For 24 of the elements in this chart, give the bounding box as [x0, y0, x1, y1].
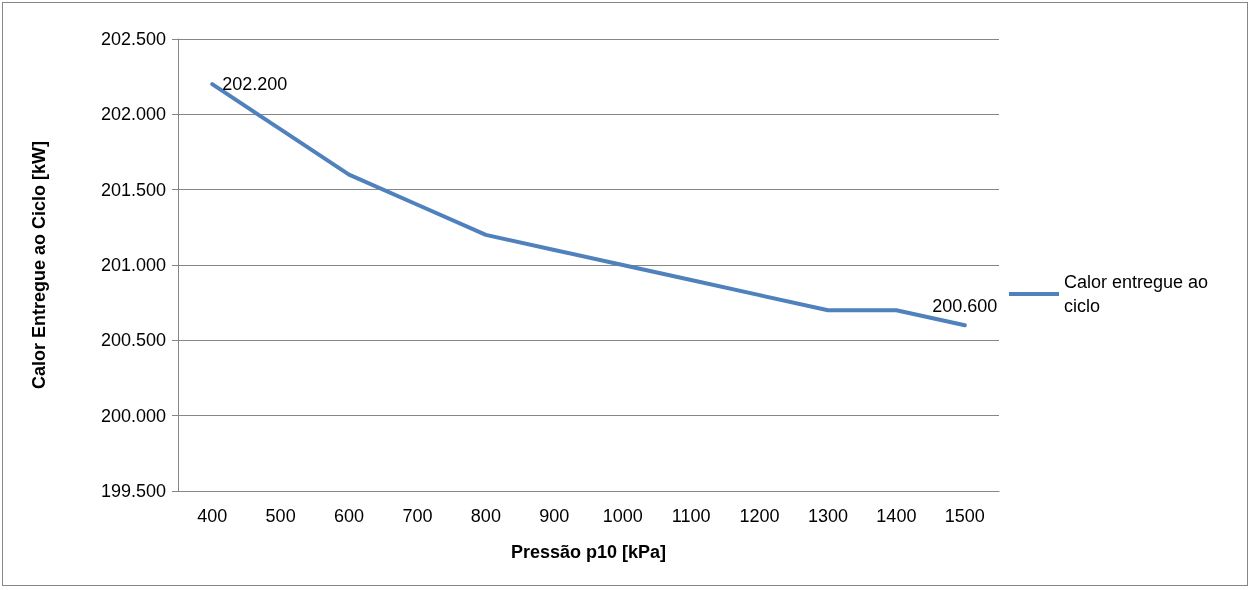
x-tick-label: 500	[265, 506, 296, 526]
y-tick-label: 200.500	[100, 330, 166, 351]
y-tick-label: 202.500	[100, 29, 166, 49]
x-tick-label: 800	[470, 506, 501, 526]
x-tick-label: 1000	[602, 506, 643, 526]
x-tick-label: 900	[539, 506, 570, 526]
y-tick-label: 201.500	[100, 179, 166, 200]
x-axis-title: Pressão p10 [kPa]	[510, 542, 667, 562]
x-tick-label: 1500	[944, 506, 985, 526]
y-tick-label: 201.000	[100, 255, 166, 275]
x-tick-label: 1400	[876, 506, 917, 526]
y-tick-label: 199.500	[100, 481, 166, 501]
y-tick-label: 200.000	[100, 405, 166, 426]
x-tick-label: 400	[197, 506, 228, 526]
legend-label: Calor entregue ao ciclo	[1064, 272, 1214, 316]
y-axis-title: Calor Entregue ao Ciclo [kW]	[29, 140, 49, 390]
x-tick-label: 1200	[739, 506, 780, 526]
y-tick-label: 202.000	[100, 104, 166, 125]
x-tick-label: 700	[402, 506, 433, 526]
x-tick-label: 1100	[671, 506, 711, 526]
data-label: 200.600	[932, 296, 998, 317]
data-label: 202.200	[222, 74, 288, 95]
x-tick-label: 1300	[807, 506, 848, 526]
x-tick-label: 600	[334, 506, 365, 526]
